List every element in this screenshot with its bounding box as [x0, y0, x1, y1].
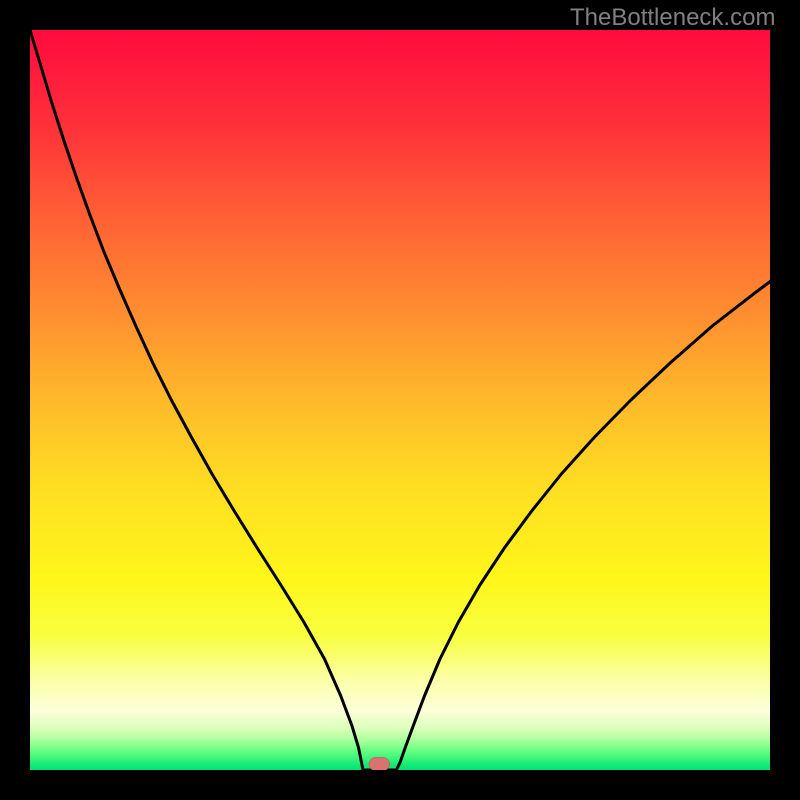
- bottleneck-curve: [30, 30, 770, 770]
- plot-area: [30, 30, 770, 770]
- optimal-marker: [369, 757, 390, 770]
- watermark-text: TheBottleneck.com: [570, 4, 775, 32]
- bottleneck-curve-svg: [30, 30, 770, 770]
